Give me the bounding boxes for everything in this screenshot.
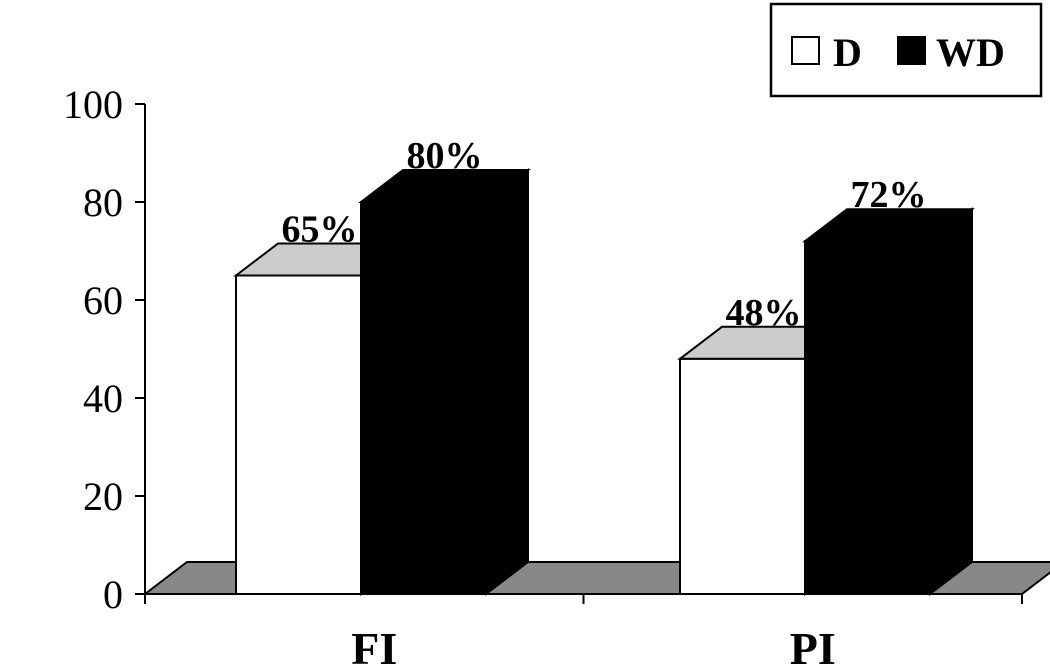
bar-top-face bbox=[802, 208, 975, 243]
legend: D WD bbox=[769, 2, 1043, 98]
legend-swatch-d bbox=[791, 36, 820, 65]
x-category-label: PI bbox=[790, 623, 836, 672]
bar-side-face bbox=[929, 207, 973, 597]
bar-side-face bbox=[485, 167, 529, 597]
y-tick-label: 60 bbox=[83, 278, 123, 323]
y-tick-label: 40 bbox=[83, 376, 123, 421]
legend-label-d: D bbox=[833, 30, 862, 75]
data-label: 72% bbox=[851, 174, 927, 216]
bars bbox=[233, 167, 975, 597]
bar-top-face bbox=[358, 169, 531, 203]
bar-front-face bbox=[235, 274, 362, 595]
y-tick-label: 80 bbox=[83, 180, 123, 225]
bar-wd-pi bbox=[802, 207, 975, 597]
data-label: 65% bbox=[282, 209, 358, 251]
data-labels: 65% 80% 48% 72% bbox=[282, 135, 927, 334]
bar-wd-fi bbox=[358, 167, 531, 597]
data-label: 48% bbox=[726, 292, 802, 334]
y-tick-label: 20 bbox=[83, 474, 123, 519]
bar-front-face bbox=[804, 240, 931, 595]
y-tick-label: 100 bbox=[63, 82, 123, 127]
legend-label-wd: WD bbox=[936, 30, 1005, 75]
legend-swatch-wd bbox=[897, 36, 926, 65]
bar-front-face bbox=[679, 357, 806, 595]
y-tick-label: 0 bbox=[103, 572, 123, 617]
x-axis-categories: FI PI bbox=[351, 623, 836, 672]
data-label: 80% bbox=[407, 135, 483, 177]
bar-front-face bbox=[360, 201, 487, 595]
x-category-label: FI bbox=[351, 623, 397, 672]
